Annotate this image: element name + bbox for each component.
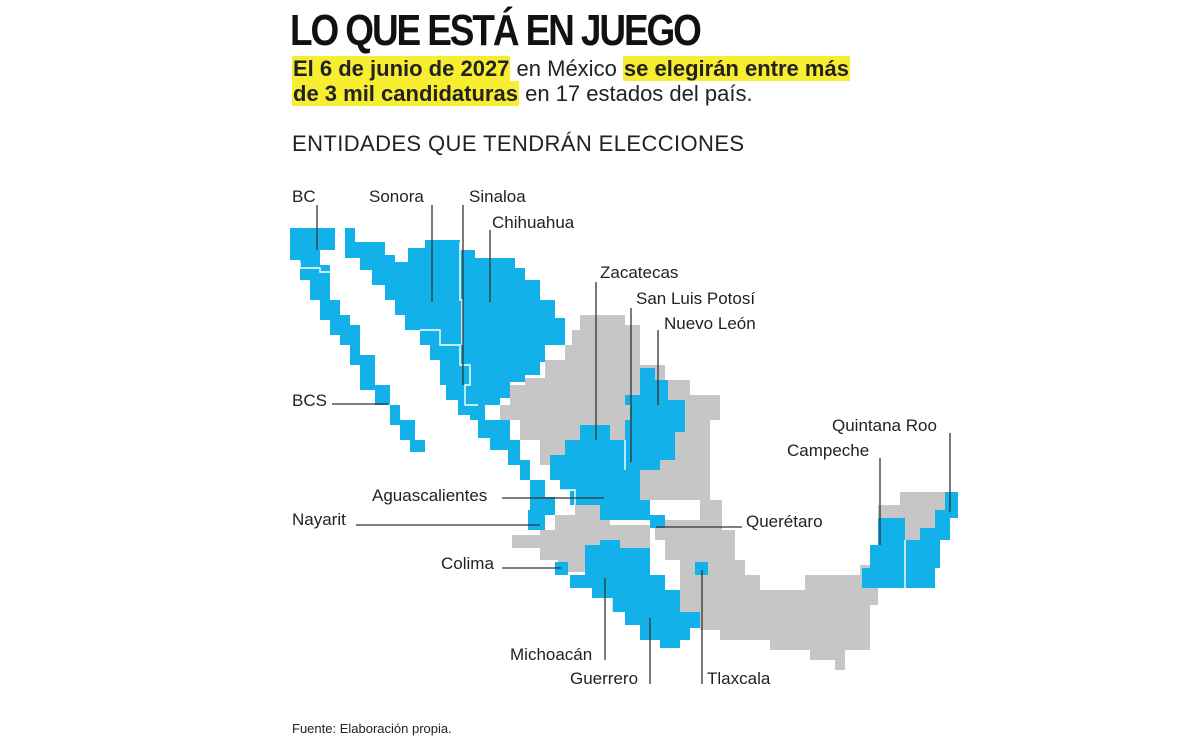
leader-lines: [316, 205, 951, 684]
state-baja-peninsula: [290, 228, 425, 452]
label-nayarit: Nayarit: [292, 510, 346, 529]
state-colima: [555, 562, 568, 575]
state-northwest-block: [345, 228, 565, 497]
state-nayarit: [528, 497, 555, 530]
label-nuevoleon: Nuevo León: [664, 314, 756, 333]
label-colima: Colima: [441, 554, 494, 573]
label-aguascalientes: Aguascalientes: [372, 486, 487, 505]
state-yucatan-peninsula-block: [862, 492, 958, 588]
label-slp: San Luis Potosí: [636, 289, 755, 308]
label-queretaro: Querétaro: [746, 512, 823, 531]
subheadline-text-1: en México: [510, 56, 623, 81]
headline: LO QUE ESTÁ EN JUEGO: [290, 6, 702, 55]
label-bc: BC: [292, 187, 316, 206]
label-bcs: BCS: [292, 391, 327, 410]
label-quintanaroo: Quintana Roo: [832, 416, 937, 435]
state-labels: BC Sonora Sinaloa Chihuahua Zacatecas Sa…: [292, 187, 937, 688]
election-states: [290, 228, 958, 648]
state-tlaxcala: [695, 562, 708, 575]
state-queretaro: [650, 515, 665, 528]
state-tile: [655, 480, 878, 670]
source-note: Fuente: Elaboración propia.: [292, 721, 452, 736]
non-election-states: [500, 315, 945, 670]
state-borders: [290, 242, 906, 612]
date-highlight: El 6 de junio de 2027: [292, 56, 511, 81]
state-michoacan-guerrero: [570, 540, 700, 648]
label-tlaxcala: Tlaxcala: [707, 669, 771, 688]
label-zacatecas: Zacatecas: [600, 263, 678, 282]
label-sonora: Sonora: [369, 187, 424, 206]
subheadline-text-2: en 17 estados del país.: [518, 81, 753, 106]
state-tile: [512, 497, 650, 572]
subheadline: El 6 de junio de 2027 en México se elegi…: [292, 56, 850, 106]
label-michoacan: Michoacán: [510, 645, 592, 664]
candidates-highlight-1: se elegirán entre más: [622, 56, 850, 81]
state-northeast-block: [550, 368, 685, 520]
label-chihuahua: Chihuahua: [492, 213, 575, 232]
candidates-highlight-2: de 3 mil candidaturas: [292, 81, 519, 106]
label-guerrero: Guerrero: [570, 669, 638, 688]
label-sinaloa: Sinaloa: [469, 187, 526, 206]
section-title: ENTIDADES QUE TENDRÁN ELECCIONES: [292, 131, 745, 156]
label-campeche: Campeche: [787, 441, 869, 460]
